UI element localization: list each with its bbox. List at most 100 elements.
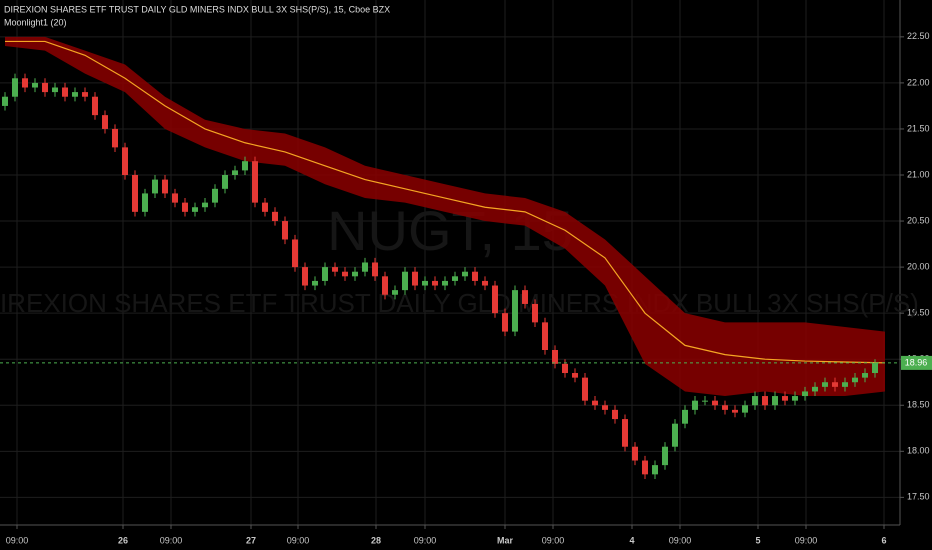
x-tick-label: 6 <box>881 535 886 545</box>
x-tick-label: 09:00 <box>542 535 565 545</box>
candle-body <box>492 285 498 314</box>
candle-body <box>412 271 418 286</box>
candle-body <box>232 170 238 175</box>
x-tick-label: 5 <box>755 535 760 545</box>
candle-body <box>92 96 98 116</box>
chart-title: DIREXION SHARES ETF TRUST DAILY GLD MINE… <box>4 4 390 14</box>
candle-body <box>512 290 518 332</box>
candle-body <box>782 396 788 401</box>
candle-body <box>722 405 728 410</box>
candle-body <box>442 280 448 286</box>
candle-body <box>772 396 778 406</box>
y-tick-label: 20.50 <box>907 215 930 225</box>
candle-body <box>742 405 748 413</box>
indicator-label: Moonlight1 (20) <box>4 17 67 27</box>
x-tick-label: 26 <box>118 535 128 545</box>
candle-body <box>802 391 808 397</box>
candle-body <box>812 386 818 392</box>
candle-body <box>112 128 118 148</box>
candle-body <box>592 400 598 406</box>
candle-body <box>542 322 548 350</box>
x-tick-label: 09:00 <box>287 535 310 545</box>
candle-body <box>62 87 68 97</box>
candle-body <box>312 280 318 286</box>
x-tick-label: 28 <box>371 535 381 545</box>
candle-body <box>362 262 368 272</box>
candle-body <box>252 161 258 203</box>
y-tick-label: 20.00 <box>907 261 930 271</box>
y-tick-label: 21.50 <box>907 123 930 133</box>
candle-body <box>462 271 468 277</box>
candle-body <box>222 175 228 189</box>
candle-body <box>612 409 618 420</box>
candle-body <box>692 400 698 410</box>
candle-body <box>842 382 848 387</box>
candle-body <box>172 193 178 203</box>
candle-body <box>602 405 608 410</box>
candle-body <box>262 202 268 212</box>
candle-body <box>132 175 138 212</box>
candle-body <box>142 193 148 212</box>
candle-body <box>572 373 578 378</box>
candle-body <box>622 419 628 447</box>
candle-body <box>242 161 248 171</box>
candle-body <box>482 280 488 286</box>
x-tick-label: 09:00 <box>795 535 818 545</box>
y-tick-label: 21.00 <box>907 169 930 179</box>
candle-body <box>452 276 458 281</box>
candle-body <box>322 267 328 281</box>
candle-body <box>352 271 358 277</box>
candle-body <box>42 82 48 93</box>
candle-body <box>652 465 658 475</box>
x-tick-label: 4 <box>629 535 634 545</box>
candle-body <box>282 221 288 240</box>
candle-body <box>562 363 568 374</box>
candle-body <box>162 179 168 194</box>
candle-body <box>272 211 278 222</box>
candle-body <box>862 373 868 378</box>
candle-body <box>2 96 8 106</box>
candle-body <box>672 423 678 447</box>
candle-body <box>662 446 668 466</box>
candle-body <box>392 290 398 295</box>
candle-body <box>332 267 338 272</box>
candle-body <box>702 400 708 402</box>
candle-body <box>72 92 78 97</box>
candle-body <box>642 460 648 475</box>
candle-body <box>532 303 538 323</box>
candle-body <box>182 202 188 212</box>
y-tick-label: 19.50 <box>907 308 930 318</box>
candle-body <box>372 262 378 277</box>
x-tick-label: 09:00 <box>414 535 437 545</box>
candle-body <box>432 280 438 286</box>
x-tick-label: 09:00 <box>160 535 183 545</box>
band-area <box>5 36 885 397</box>
last-price-label: 18.96 <box>905 357 928 367</box>
x-tick-label: 09:00 <box>669 535 692 545</box>
candle-body <box>82 92 88 97</box>
candle-body <box>212 188 218 203</box>
candle-body <box>582 377 588 401</box>
candle-body <box>852 377 858 383</box>
candle-body <box>152 179 158 194</box>
candle-body <box>682 409 688 424</box>
watermark: DIREXION SHARES ETF TRUST DAILY GLD MINE… <box>0 288 919 318</box>
candle-body <box>752 396 758 406</box>
candle-body <box>102 115 108 129</box>
x-tick-label: 27 <box>246 535 256 545</box>
candle-body <box>872 362 878 374</box>
candle-body <box>832 382 838 387</box>
candle-body <box>502 313 508 332</box>
x-tick-label: 09:00 <box>6 535 29 545</box>
candle-body <box>22 78 28 88</box>
candle-body <box>292 239 298 268</box>
y-tick-label: 18.50 <box>907 400 930 410</box>
candle-body <box>342 271 348 277</box>
y-tick-label: 17.50 <box>907 492 930 502</box>
candle-body <box>422 280 428 286</box>
candle-body <box>762 396 768 406</box>
candle-body <box>122 147 128 175</box>
last-price-box <box>901 355 932 370</box>
candle-body <box>792 396 798 401</box>
